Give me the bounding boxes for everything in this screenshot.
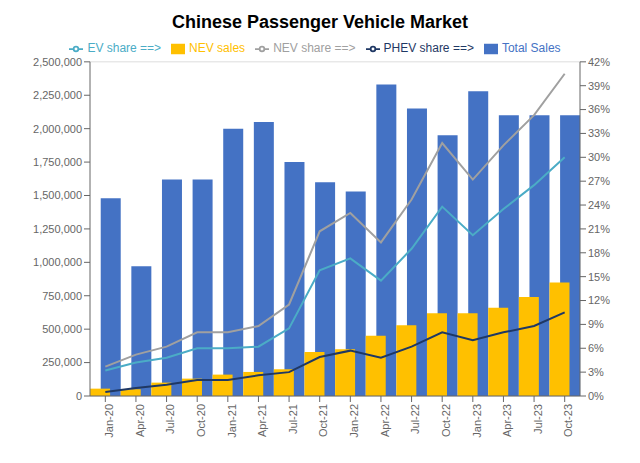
svg-text:Jul-23: Jul-23 <box>532 404 544 434</box>
svg-text:2,500,000: 2,500,000 <box>33 56 82 68</box>
svg-text:2,000,000: 2,000,000 <box>33 123 82 135</box>
svg-text:1,250,000: 1,250,000 <box>33 223 82 235</box>
svg-text:24%: 24% <box>588 199 610 211</box>
svg-text:500,000: 500,000 <box>42 323 82 335</box>
svg-text:33%: 33% <box>588 127 610 139</box>
html-text:Total Sales: Total Sales <box>501 41 561 55</box>
svg-text:Apr-21: Apr-21 <box>256 404 268 437</box>
svg-text:Oct-21: Oct-21 <box>317 404 329 437</box>
html-text:NEV sales: NEV sales <box>189 41 246 55</box>
svg-text:3%: 3% <box>588 366 604 378</box>
svg-text:Jan-20: Jan-20 <box>103 404 115 438</box>
svg-text:21%: 21% <box>588 223 610 235</box>
svg-text:Jul-21: Jul-21 <box>287 404 299 434</box>
svg-text:39%: 39% <box>588 80 610 92</box>
svg-text:18%: 18% <box>588 247 610 259</box>
html-text:EV share ==>: EV share ==> <box>87 41 162 55</box>
svg-text:Jan-21: Jan-21 <box>226 404 238 438</box>
svg-text:Apr-22: Apr-22 <box>379 404 391 437</box>
svg-text:36%: 36% <box>588 103 610 115</box>
svg-text:Apr-23: Apr-23 <box>501 404 513 437</box>
svg-text:12%: 12% <box>588 294 610 306</box>
svg-text:0: 0 <box>76 390 82 402</box>
svg-text:Oct-20: Oct-20 <box>195 404 207 437</box>
svg-text:42%: 42% <box>588 56 610 68</box>
svg-text:27%: 27% <box>588 175 610 187</box>
svg-text:Jan-22: Jan-22 <box>348 404 360 438</box>
svg-text:750,000: 750,000 <box>42 290 82 302</box>
svg-text:30%: 30% <box>588 151 610 163</box>
svg-text:1,000,000: 1,000,000 <box>33 256 82 268</box>
html-text:NEV share ==>: NEV share ==> <box>273 41 356 55</box>
svg-text:Oct-22: Oct-22 <box>440 404 452 437</box>
svg-text:Jan-23: Jan-23 <box>471 404 483 438</box>
svg-text:250,000: 250,000 <box>42 356 82 368</box>
svg-text:1,500,000: 1,500,000 <box>33 189 82 201</box>
svg-text:0%: 0% <box>588 390 604 402</box>
svg-text:9%: 9% <box>588 318 604 330</box>
svg-text:1,750,000: 1,750,000 <box>33 156 82 168</box>
svg-text:Oct-23: Oct-23 <box>562 404 574 437</box>
svg-text:Jul-20: Jul-20 <box>164 404 176 434</box>
svg-text:2,250,000: 2,250,000 <box>33 89 82 101</box>
svg-text:Apr-20: Apr-20 <box>134 404 146 437</box>
html-text:Chinese Passenger Vehicle Mark: Chinese Passenger Vehicle Market <box>171 12 469 32</box>
html-text:PHEV share ==>: PHEV share ==> <box>383 41 474 55</box>
svg-text:15%: 15% <box>588 271 610 283</box>
svg-text:6%: 6% <box>588 342 604 354</box>
svg-text:Jul-22: Jul-22 <box>409 404 421 434</box>
